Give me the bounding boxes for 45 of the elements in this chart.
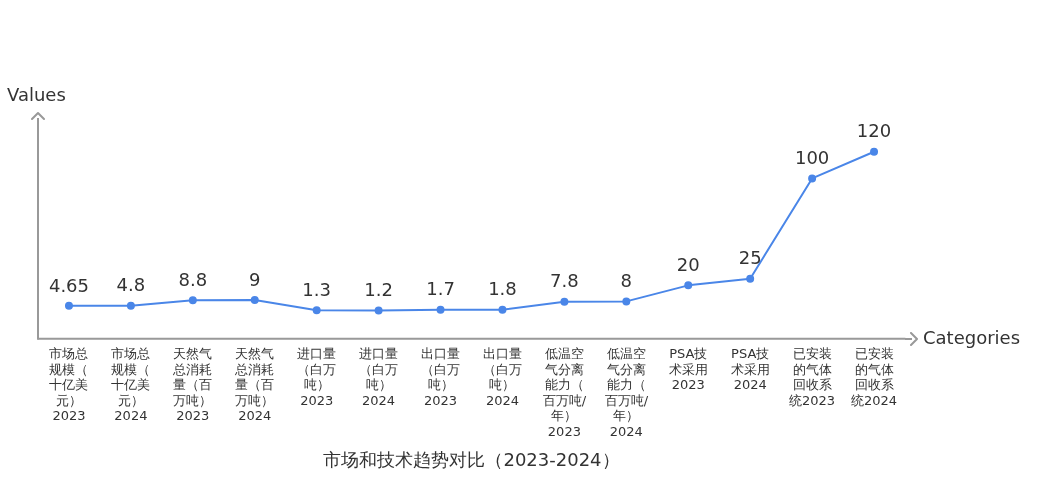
x-tick-label: 低温空气分离能力（百万吨/年）2024 — [604, 345, 649, 439]
x-tick-label: 低温空气分离能力（百万吨/年）2023 — [542, 345, 587, 439]
x-tick-label: 天然气总消耗量（百万吨）2024 — [234, 345, 275, 424]
x-tick-label: PSA技术采用2023 — [668, 345, 708, 393]
point — [622, 297, 631, 306]
x-tick-label: 已安装的气体回收系统2023 — [789, 345, 836, 408]
data-label: 4.8 — [116, 274, 146, 296]
data-label: 8 — [620, 270, 633, 292]
text: 市场和技术趋势对比（2023-2024） — [323, 448, 620, 470]
x-tick-label: PSA技术采用2024 — [730, 345, 770, 393]
point — [808, 174, 817, 183]
data-label: 100 — [794, 147, 830, 169]
point — [684, 281, 693, 290]
x-tick-label: 已安装的气体回收系统2024 — [850, 345, 898, 408]
point — [64, 301, 73, 310]
point — [188, 296, 197, 305]
point — [560, 297, 569, 306]
x-tick-label: 市场总规模（十亿美元）2024 — [111, 345, 151, 424]
data-label: 25 — [738, 247, 762, 269]
point — [746, 274, 755, 283]
point — [312, 306, 321, 315]
data-label: 20 — [676, 254, 700, 276]
point — [374, 306, 383, 315]
data-label: 4.65 — [48, 274, 89, 296]
x-tick-label: 出口量（白万吨）2023 — [421, 345, 461, 408]
x-tick-label: 天然气总消耗量（百万吨）2023 — [172, 345, 213, 424]
point — [126, 301, 135, 310]
data-label: 1.3 — [302, 279, 331, 301]
data-label: 120 — [856, 120, 892, 142]
data-label: 7.8 — [550, 270, 579, 292]
point — [436, 305, 445, 314]
x-tick-label: 市场总规模（十亿美元）2023 — [49, 345, 89, 424]
data-label: 1.7 — [426, 278, 455, 300]
point — [870, 147, 879, 156]
point — [498, 305, 507, 314]
y-axis-title: Values — [7, 83, 66, 105]
point — [250, 296, 259, 305]
data-label: 1.8 — [488, 278, 517, 300]
x-axis-title: Categories — [923, 327, 1021, 349]
x-tick-label: 出口量（白万吨）2024 — [482, 345, 522, 408]
data-label: 9 — [249, 268, 261, 290]
data-label: 8.8 — [178, 268, 208, 290]
x-tick-label: 进口量（白万吨）2024 — [359, 345, 399, 408]
x-tick-label: 进口量（白万吨）2023 — [297, 345, 337, 408]
data-label: 1.2 — [364, 279, 393, 301]
